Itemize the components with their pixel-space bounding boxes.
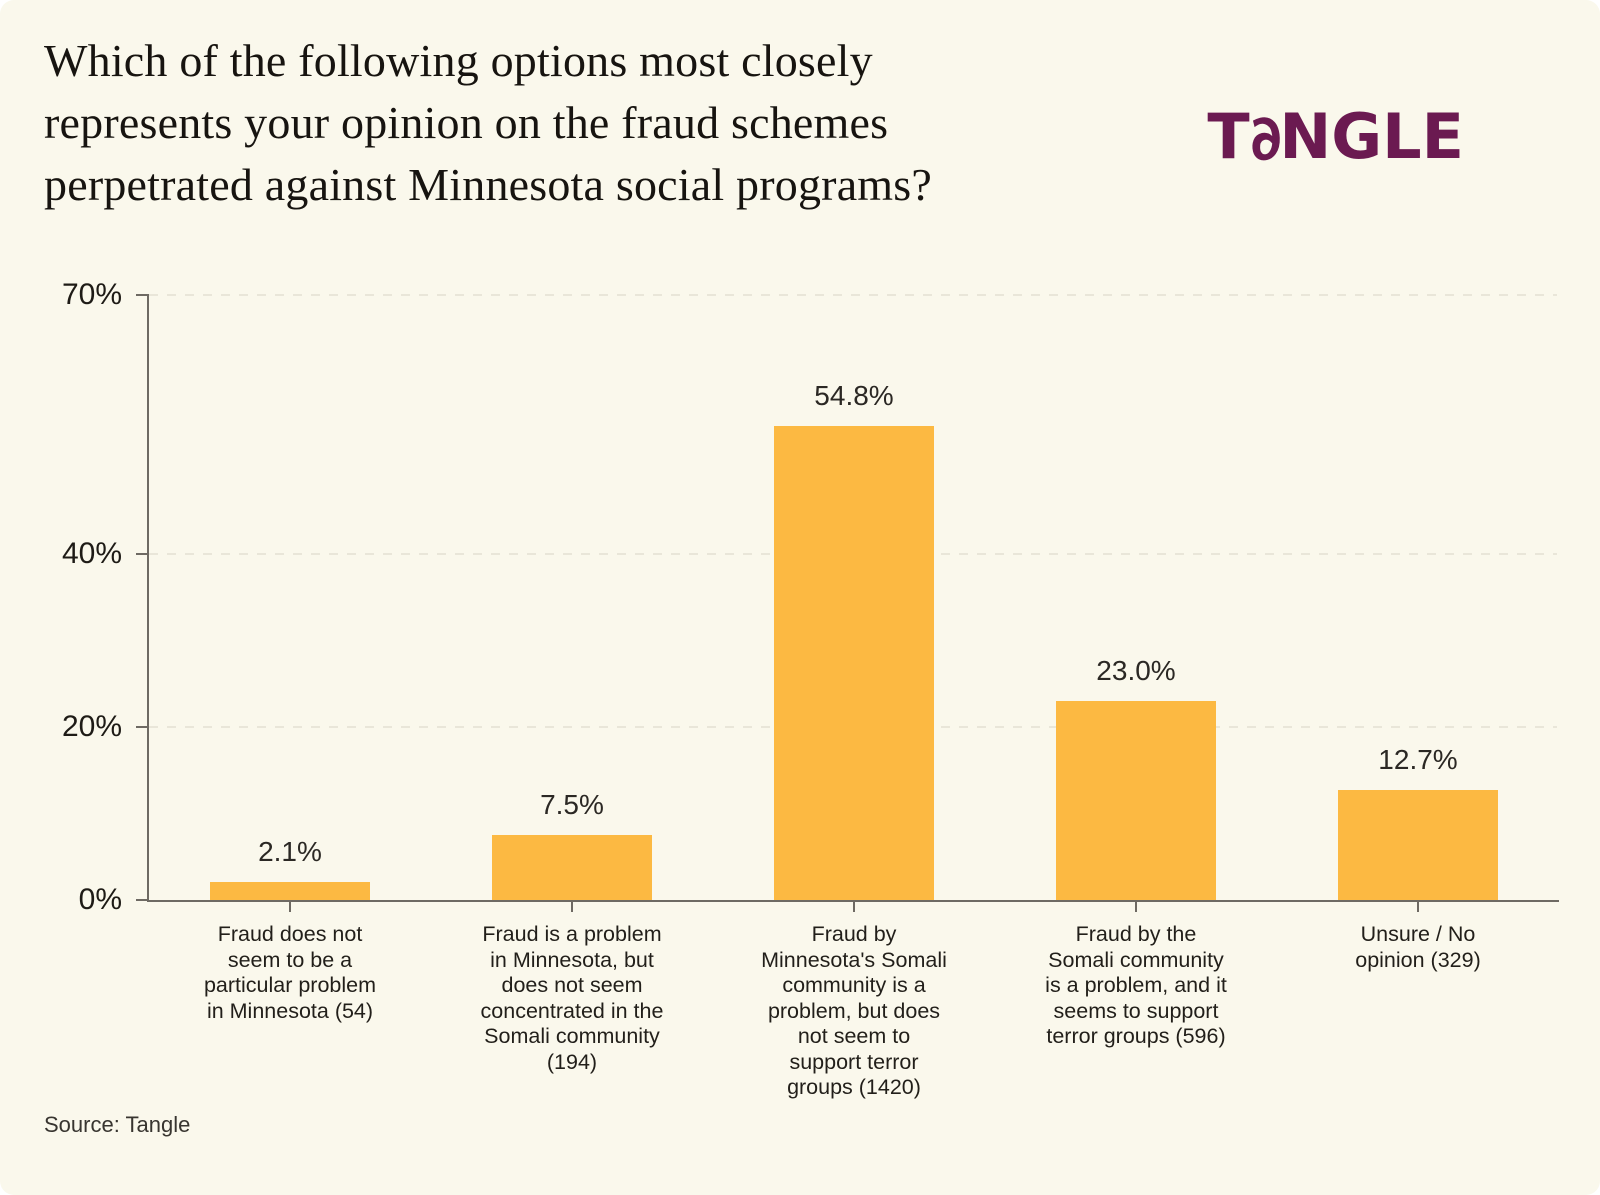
category-label: Fraud by Minnesota's Somali community is… <box>761 922 947 1099</box>
x-axis-tick <box>1135 900 1137 912</box>
plot-area: 0% 20% 40% 70% 2.1% Fraud does not seem to be… <box>62 278 1559 1099</box>
x-axis-tick <box>853 900 855 912</box>
x-axis-tick <box>1417 900 1419 912</box>
bar-value-label: 7.5% <box>540 789 604 821</box>
bar <box>492 835 652 900</box>
logo-letters-ngle: NGLE <box>1279 100 1464 173</box>
chart-title: Which of the following options most clos… <box>44 35 933 210</box>
x-axis-tick <box>571 900 573 912</box>
y-axis-tick <box>136 726 149 729</box>
y-grid-line <box>149 294 1557 296</box>
bar-value-label: 23.0% <box>1096 655 1176 687</box>
source-note: Source: Tangle <box>44 1112 191 1137</box>
bar <box>774 426 934 900</box>
bar-value-label: 54.8% <box>814 380 894 412</box>
category-label: Fraud is a problem in Minnesota, but doe… <box>480 922 664 1074</box>
category-label: Fraud by the Somali community is a probl… <box>1045 922 1227 1048</box>
x-axis-tick <box>289 900 291 912</box>
y-tick-label: 20% <box>61 710 122 744</box>
y-axis-tick <box>136 899 149 901</box>
y-tick-label: 40% <box>61 537 122 571</box>
logo-letter-t: T <box>1207 100 1250 173</box>
y-tick-label: 70% <box>61 278 122 311</box>
y-axis-tick <box>136 553 149 556</box>
category-label: Fraud does not seem to be a particular p… <box>203 922 377 1023</box>
category-label: Unsure / No opinion (329) <box>1355 922 1481 972</box>
bar-value-label: 12.7% <box>1378 744 1458 776</box>
tangle-logo: T∂NGLE <box>1207 98 1464 177</box>
bar <box>1338 790 1498 900</box>
y-axis-tick <box>136 294 149 296</box>
bar-value-label: 2.1% <box>258 835 322 867</box>
bar <box>1056 701 1216 900</box>
y-tick-label: 0% <box>78 883 122 916</box>
bar <box>210 881 370 900</box>
